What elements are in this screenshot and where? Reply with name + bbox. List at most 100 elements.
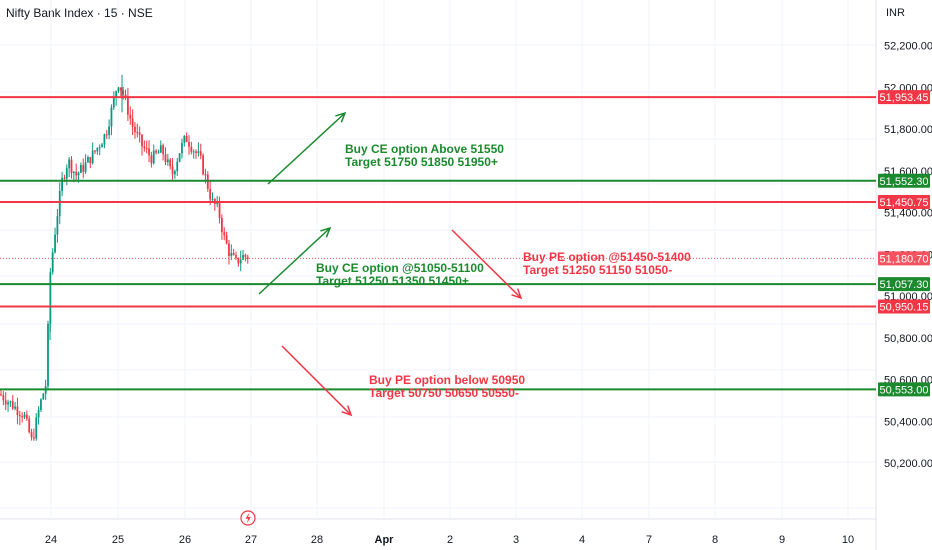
candle-body: [230, 252, 233, 256]
candle-body: [105, 134, 108, 136]
candle-body: [155, 150, 157, 153]
level-label: 51,552.30: [880, 176, 929, 188]
candle-body: [96, 147, 99, 152]
x-tick-label: 7: [646, 534, 652, 546]
candle-body: [101, 144, 103, 148]
annotation-text: Buy CE option @51050-51100: [316, 261, 484, 275]
candle-body: [143, 146, 146, 149]
x-tick-label: 9: [779, 534, 785, 546]
candle-body: [75, 171, 78, 176]
candle-body: [183, 135, 186, 143]
candle-body: [228, 243, 230, 256]
candle-body: [54, 234, 56, 253]
candle-body: [127, 96, 129, 115]
x-tick-label: 25: [112, 534, 124, 546]
candle-body: [166, 159, 169, 163]
candle-body: [37, 409, 40, 418]
y-tick-label: 50,400.00: [884, 416, 932, 428]
candle-body: [0, 394, 2, 396]
arrow-buy-ce-at: [258, 227, 331, 295]
x-tick-label: 26: [179, 534, 191, 546]
candle-body: [30, 432, 33, 438]
candle-body: [42, 393, 45, 400]
candle-body: [192, 151, 195, 153]
candle-body: [16, 406, 19, 416]
candle-body: [174, 171, 176, 175]
arrow-buy-pe-at-head: [511, 288, 523, 300]
candle-body: [82, 164, 85, 172]
candle-body: [150, 155, 153, 164]
candle-body: [72, 171, 75, 173]
candle-body: [7, 402, 9, 405]
level-label-bg: [878, 277, 930, 292]
candle-body: [209, 188, 212, 200]
candle-body: [28, 418, 31, 433]
currency-label[interactable]: INR: [886, 7, 905, 19]
candle-body: [25, 414, 28, 419]
candle-body: [134, 126, 136, 133]
candle-body: [136, 132, 139, 134]
candle-body: [129, 114, 132, 119]
x-tick-label: 27: [245, 534, 257, 546]
candle-body: [112, 97, 115, 108]
annotation-text: Buy PE option below 50950: [369, 373, 525, 387]
candle-body: [98, 147, 101, 149]
level-label-bg: [878, 90, 930, 105]
y-tick-label: 52,200.00: [884, 41, 932, 53]
level-label-bg: [878, 195, 930, 210]
arrow-buy-ce-above-head: [335, 111, 347, 123]
candle-body: [148, 148, 150, 156]
arrow-buy-pe-at: [451, 229, 522, 299]
annotation-text: Buy PE option @51450-51400: [523, 250, 691, 264]
candle-body: [124, 94, 127, 97]
arrow-buy-ce-above: [267, 112, 346, 185]
candle-body: [221, 218, 223, 233]
level-label-bg: [878, 173, 930, 188]
candle-body: [68, 159, 71, 169]
candle-body: [185, 135, 188, 142]
candle-body: [40, 399, 42, 410]
candle-body: [244, 255, 247, 257]
candle-body: [108, 126, 110, 136]
annotation-text: Target 50750 50650 50550-: [369, 386, 519, 400]
annotation-text: Target 51750 51850 51950+: [345, 155, 498, 169]
x-tick-label: 10: [842, 534, 854, 546]
flash-icon-glyph: [245, 512, 251, 524]
candle-body: [178, 153, 181, 162]
y-tick-label: 50,200.00: [884, 458, 932, 470]
candle-body: [84, 162, 87, 172]
chart-title: Nifty Bank Index · 15 · NSE: [6, 6, 153, 20]
x-tick-label: 28: [311, 534, 323, 546]
candle-body: [235, 254, 237, 258]
candle-body: [181, 142, 183, 154]
candle-body: [131, 118, 134, 127]
candle-body: [117, 87, 120, 92]
candle-body: [70, 159, 73, 173]
current-price-label: 51,180.70: [880, 253, 929, 265]
y-tick-label: 51,800.00: [884, 124, 932, 136]
candle-body: [162, 145, 165, 155]
candle-body: [218, 201, 221, 219]
level-label-bg: [878, 299, 930, 314]
candle-body: [61, 177, 63, 192]
candle-body: [239, 259, 242, 264]
candle-body: [18, 415, 21, 417]
candle-body: [157, 152, 160, 154]
arrow-buy-pe-below-head: [341, 405, 353, 417]
x-tick-label: 8: [712, 534, 718, 546]
annotation-text: Buy CE option Above 51550: [345, 142, 504, 156]
candle-body: [202, 155, 204, 175]
y-tick-label: 50,800.00: [884, 333, 932, 345]
candle-body: [91, 150, 94, 164]
candle-body: [164, 154, 167, 163]
candle-body: [115, 91, 118, 98]
candle-body: [23, 414, 26, 418]
candle-body: [169, 159, 172, 167]
candle-body: [11, 401, 14, 409]
candle-body: [87, 157, 89, 163]
candle-body: [171, 166, 174, 175]
candle-body: [246, 256, 249, 259]
candle-body: [211, 199, 214, 201]
